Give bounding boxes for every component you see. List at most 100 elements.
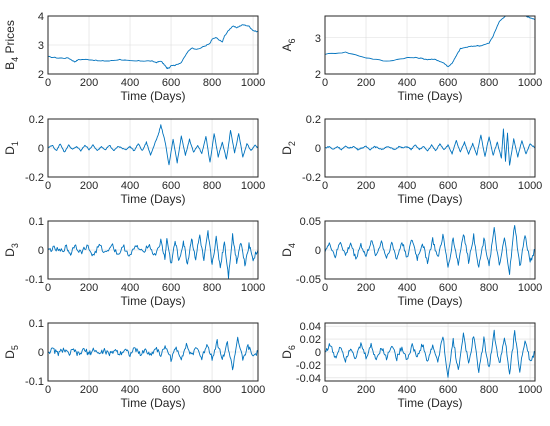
y-label-main: D bbox=[280, 248, 294, 257]
x-axis-label: Time (Days) bbox=[121, 89, 186, 103]
y-tick-label: 0.2 bbox=[306, 114, 321, 126]
x-tick-label: 400 bbox=[398, 180, 416, 192]
x-tick-label: 200 bbox=[80, 77, 98, 89]
y-tick-label: -0.1 bbox=[25, 274, 44, 286]
plot-frame bbox=[47, 15, 259, 75]
x-tick-label: 1000 bbox=[518, 180, 542, 192]
x-axis-label: Time (Days) bbox=[121, 396, 186, 410]
y-tick-label: 0 bbox=[315, 245, 321, 257]
x-tick-label: 800 bbox=[203, 77, 221, 89]
y-tick-label: -0.05 bbox=[296, 274, 321, 286]
y-tick-label: 0 bbox=[315, 143, 321, 155]
series-line bbox=[47, 124, 259, 166]
y-axis-label: D4 bbox=[280, 243, 297, 257]
x-tick-label: 800 bbox=[480, 282, 498, 294]
y-tick-label: -0.02 bbox=[296, 360, 321, 372]
x-tick-label: 1000 bbox=[518, 282, 542, 294]
series-line bbox=[47, 336, 259, 371]
grid bbox=[324, 16, 535, 75]
x-tick-label: 800 bbox=[203, 180, 221, 192]
x-tick-label: 400 bbox=[121, 77, 139, 89]
x-tick-label: 1000 bbox=[241, 77, 265, 89]
x-axis-label: Time (Days) bbox=[398, 89, 463, 103]
y-tick-label: 0.04 bbox=[300, 321, 321, 333]
y-axis-label: D1 bbox=[3, 141, 20, 155]
plot-frame bbox=[324, 15, 536, 75]
x-tick-label: 600 bbox=[162, 384, 180, 396]
series-line bbox=[324, 128, 536, 166]
x-axis-label: Time (Days) bbox=[398, 294, 463, 308]
grid bbox=[47, 15, 258, 75]
grid bbox=[324, 323, 535, 381]
x-tick-label: 600 bbox=[162, 180, 180, 192]
y-label-subscript: 1 bbox=[10, 141, 20, 146]
y-tick-label: 0 bbox=[315, 347, 321, 359]
x-tick-label: 1000 bbox=[241, 384, 265, 396]
x-tick-label: 600 bbox=[439, 384, 457, 396]
y-tick-label: -0.1 bbox=[25, 376, 44, 388]
x-tick-label: 0 bbox=[45, 180, 51, 192]
x-tick-label: 1000 bbox=[241, 180, 265, 192]
x-tick-label: 800 bbox=[480, 384, 498, 396]
x-tick-label: 200 bbox=[357, 180, 375, 192]
series-line bbox=[47, 230, 259, 279]
x-tick-label: 800 bbox=[203, 282, 221, 294]
plot-frame bbox=[324, 322, 536, 382]
grid bbox=[47, 322, 258, 382]
y-label-rest: Prices bbox=[3, 20, 17, 57]
x-tick-label: 400 bbox=[398, 384, 416, 396]
y-label-main: D bbox=[280, 146, 294, 155]
y-tick-label: 0 bbox=[38, 347, 44, 359]
y-label-main: D bbox=[3, 146, 17, 155]
x-tick-label: 0 bbox=[45, 384, 51, 396]
y-label-main: D bbox=[280, 350, 294, 359]
y-label-subscript: 5 bbox=[10, 345, 20, 350]
y-axis-label: D3 bbox=[3, 243, 20, 257]
plot-frame bbox=[324, 118, 536, 178]
x-tick-label: 600 bbox=[439, 180, 457, 192]
series-line bbox=[324, 15, 536, 68]
y-tick-label: 4 bbox=[38, 11, 44, 23]
y-tick-label: 0.1 bbox=[29, 216, 44, 228]
x-axis-label: Time (Days) bbox=[121, 192, 186, 206]
x-tick-label: 0 bbox=[45, 77, 51, 89]
y-label-subscript: 4 bbox=[10, 57, 20, 62]
plot-frame bbox=[47, 220, 259, 280]
y-tick-label: 3 bbox=[315, 33, 321, 45]
x-axis-label: Time (Days) bbox=[121, 294, 186, 308]
y-axis-label: B4 Prices bbox=[3, 20, 20, 70]
y-tick-label: 0 bbox=[38, 245, 44, 257]
x-tick-label: 0 bbox=[322, 77, 328, 89]
y-label-subscript: 6 bbox=[287, 38, 297, 43]
x-tick-label: 200 bbox=[80, 282, 98, 294]
y-tick-label: 0 bbox=[38, 143, 44, 155]
x-tick-label: 400 bbox=[398, 77, 416, 89]
x-tick-label: 0 bbox=[322, 384, 328, 396]
chart-d6: 0 200 400 600 800 1000-0.04-0.0200.020.04Time… bbox=[280, 321, 542, 410]
plot-frame bbox=[47, 322, 259, 382]
x-tick-label: 200 bbox=[357, 77, 375, 89]
x-axis-label: Time (Days) bbox=[398, 396, 463, 410]
x-tick-label: 400 bbox=[121, 180, 139, 192]
x-tick-label: 200 bbox=[357, 282, 375, 294]
y-axis-label: D2 bbox=[280, 141, 297, 155]
y-label-main: D bbox=[3, 350, 17, 359]
x-tick-label: 600 bbox=[162, 282, 180, 294]
y-tick-label: 0.05 bbox=[300, 216, 321, 228]
series-line bbox=[324, 329, 536, 378]
chart-a6: 0 200 400 600 800 1000 2 3 Time (Days) A6 bbox=[280, 15, 542, 103]
x-tick-label: 600 bbox=[439, 282, 457, 294]
x-axis-label: Time (Days) bbox=[398, 192, 463, 206]
x-tick-label: 200 bbox=[80, 180, 98, 192]
x-tick-label: 0 bbox=[322, 282, 328, 294]
x-tick-label: 1000 bbox=[518, 77, 542, 89]
y-label-subscript: 2 bbox=[287, 141, 297, 146]
y-tick-label: 0.02 bbox=[300, 334, 321, 346]
x-tick-label: 200 bbox=[357, 384, 375, 396]
